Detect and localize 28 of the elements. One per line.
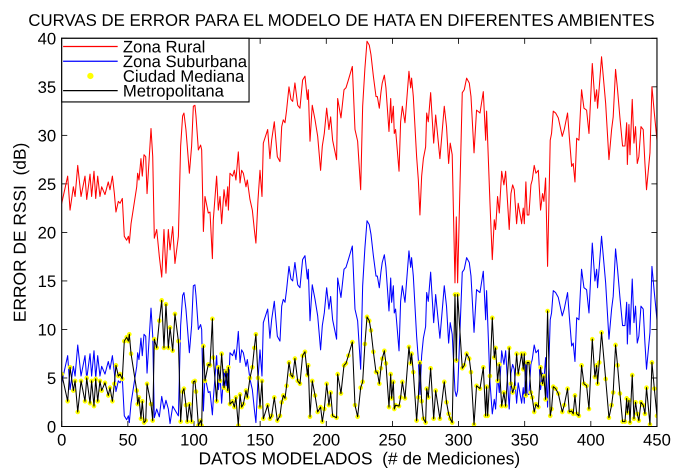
legend-label: Zona Suburbana <box>123 55 248 68</box>
y-tick-label: 40 <box>38 32 56 45</box>
x-tick-label: 450 <box>643 434 670 446</box>
x-tick-label: 350 <box>511 434 538 446</box>
y-tick-label: 25 <box>38 178 56 190</box>
y-tick-label: 20 <box>38 226 56 239</box>
legend-label: Metropolitana <box>124 84 224 100</box>
x-tick-label: 0 <box>58 434 66 446</box>
x-tick-label: 150 <box>248 434 274 446</box>
line-series <box>62 40 657 284</box>
chart-title: CURVAS DE ERROR PARA EL MODELO DE HATA EN DIFERENTES AMBIENTES <box>29 14 654 26</box>
x-tick-label: 400 <box>577 434 604 446</box>
y-tick-label: 15 <box>38 276 56 288</box>
line-series <box>62 220 657 424</box>
y-axis-title: ERROR DE RSSI (dB) <box>13 144 30 321</box>
y-tick-label: 35 <box>38 81 56 94</box>
y-tick-label: 0 <box>48 420 56 433</box>
y-tick-label: 5 <box>48 372 56 384</box>
x-tick-label: 50 <box>119 434 136 446</box>
x-tick-label: 200 <box>313 434 340 446</box>
x-tick-label: 100 <box>181 434 208 446</box>
legend-label: Zona Rural <box>123 40 204 53</box>
x-tick-label: 250 <box>379 434 406 446</box>
x-tick-label: 300 <box>445 434 472 446</box>
x-axis-title: DATOS MODELADOS (# de Mediciones) <box>200 452 520 468</box>
legend-label: Ciudad Mediana <box>124 70 244 82</box>
y-tick-label: 10 <box>38 324 56 336</box>
y-tick-label: 30 <box>38 130 56 142</box>
